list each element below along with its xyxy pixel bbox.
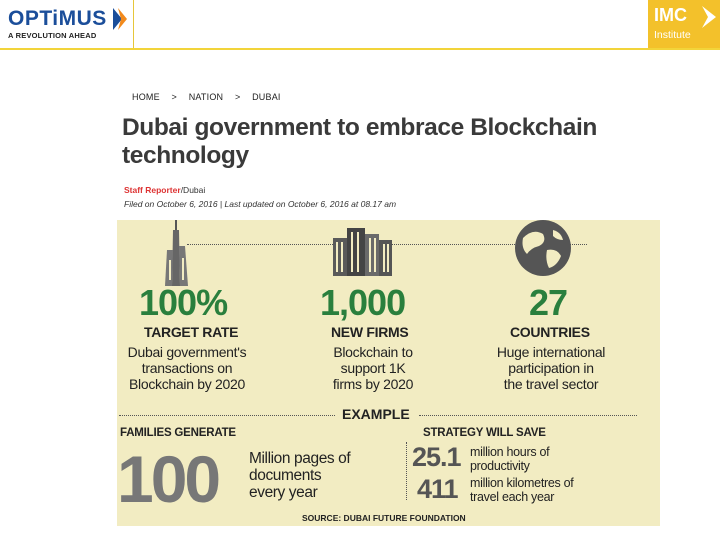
globe-icon xyxy=(515,220,571,276)
header-divider xyxy=(0,48,720,50)
stat-desc-line: Dubai government's xyxy=(127,344,247,360)
stat-number-new-firms: 1,000 xyxy=(320,282,406,323)
infographic: 100% TARGET RATE Dubai government's tran… xyxy=(117,220,660,526)
imc-logo-subtitle: Institute xyxy=(654,29,691,41)
optimus-logo-mark-icon xyxy=(113,8,127,30)
imc-logo-text: IMC xyxy=(654,5,687,25)
stat-label-target-rate: TARGET RATE xyxy=(144,324,239,340)
stat-desc-new-firms: Blockchain to support 1K firms by 2020 xyxy=(313,344,433,392)
breadcrumb-dubai[interactable]: DUBAI xyxy=(252,92,281,102)
stat-desc-line: transactions on xyxy=(141,360,233,376)
optimus-logo[interactable]: OPTiMUS A REVOLUTION AHEAD xyxy=(0,0,134,48)
example-divider-right xyxy=(419,415,637,416)
families-text-line: documents xyxy=(249,467,322,484)
optimus-logo-name: OPTiMUS xyxy=(8,7,107,30)
example-divider-left xyxy=(119,415,335,416)
families-text-line: Million pages of xyxy=(249,450,351,467)
families-value: 100 xyxy=(117,442,221,516)
saving-text-line: million hours of xyxy=(470,445,550,459)
burj-tower-icon xyxy=(165,220,188,286)
saving-text-hours: million hours of productivity xyxy=(470,445,550,473)
stat-desc-line: participation in xyxy=(508,360,594,376)
imc-institute-logo[interactable]: IMC Institute xyxy=(648,0,720,48)
breadcrumb-nation[interactable]: NATION xyxy=(188,92,224,102)
stat-number-countries: 27 xyxy=(529,282,568,323)
byline-location: /Dubai xyxy=(180,185,206,195)
stat-number-target-rate: 100% xyxy=(139,282,228,323)
saving-value-km: 411 xyxy=(417,474,459,504)
saving-text-km: million kilometres of travel each year xyxy=(470,476,574,504)
stat-label-new-firms: NEW FIRMS xyxy=(331,324,409,340)
stat-label-countries: COUNTRIES xyxy=(510,324,590,340)
stat-desc-line: firms by 2020 xyxy=(332,376,414,392)
imc-logo-chevron-icon xyxy=(702,6,716,28)
families-text: Million pages of documents every year xyxy=(249,450,351,501)
article-headline: Dubai government to embrace Blockchain t… xyxy=(122,114,597,169)
stat-desc-line: Blockchain to xyxy=(333,344,413,360)
stat-desc-target-rate: Dubai government's transactions on Block… xyxy=(117,344,257,392)
buildings-icon xyxy=(333,228,392,276)
infographic-source: SOURCE: DUBAI FUTURE FOUNDATION xyxy=(302,513,466,523)
saving-value-hours: 25.1 xyxy=(412,442,462,472)
breadcrumb: HOME > NATION > DUBAI xyxy=(132,92,290,102)
optimus-logo-tagline: A REVOLUTION AHEAD xyxy=(8,31,97,40)
reporter-link[interactable]: Staff Reporter xyxy=(124,185,181,195)
saving-text-line: travel each year xyxy=(470,490,555,504)
stat-desc-line: Huge international xyxy=(496,344,606,360)
stat-desc-line: Blockchain by 2020 xyxy=(128,376,245,392)
vertical-divider xyxy=(406,442,407,500)
stat-desc-countries: Huge international participation in the … xyxy=(481,344,621,392)
article-byline: Staff Reporter/Dubai xyxy=(124,185,205,195)
families-text-line: every year xyxy=(249,484,318,501)
article-dateline: Filed on October 6, 2016 | Last updated … xyxy=(124,199,397,209)
breadcrumb-home[interactable]: HOME xyxy=(132,92,160,102)
stat-desc-line: the travel sector xyxy=(503,376,599,392)
breadcrumb-separator: > xyxy=(234,92,241,102)
strategy-label: STRATEGY WILL SAVE xyxy=(423,427,546,439)
breadcrumb-separator: > xyxy=(171,92,177,102)
saving-text-line: productivity xyxy=(470,459,530,473)
example-heading: EXAMPLE xyxy=(342,406,410,422)
stat-desc-line: support 1K xyxy=(340,360,406,376)
families-label: FAMILIES GENERATE xyxy=(120,427,236,439)
saving-text-line: million kilometres of xyxy=(470,476,574,490)
